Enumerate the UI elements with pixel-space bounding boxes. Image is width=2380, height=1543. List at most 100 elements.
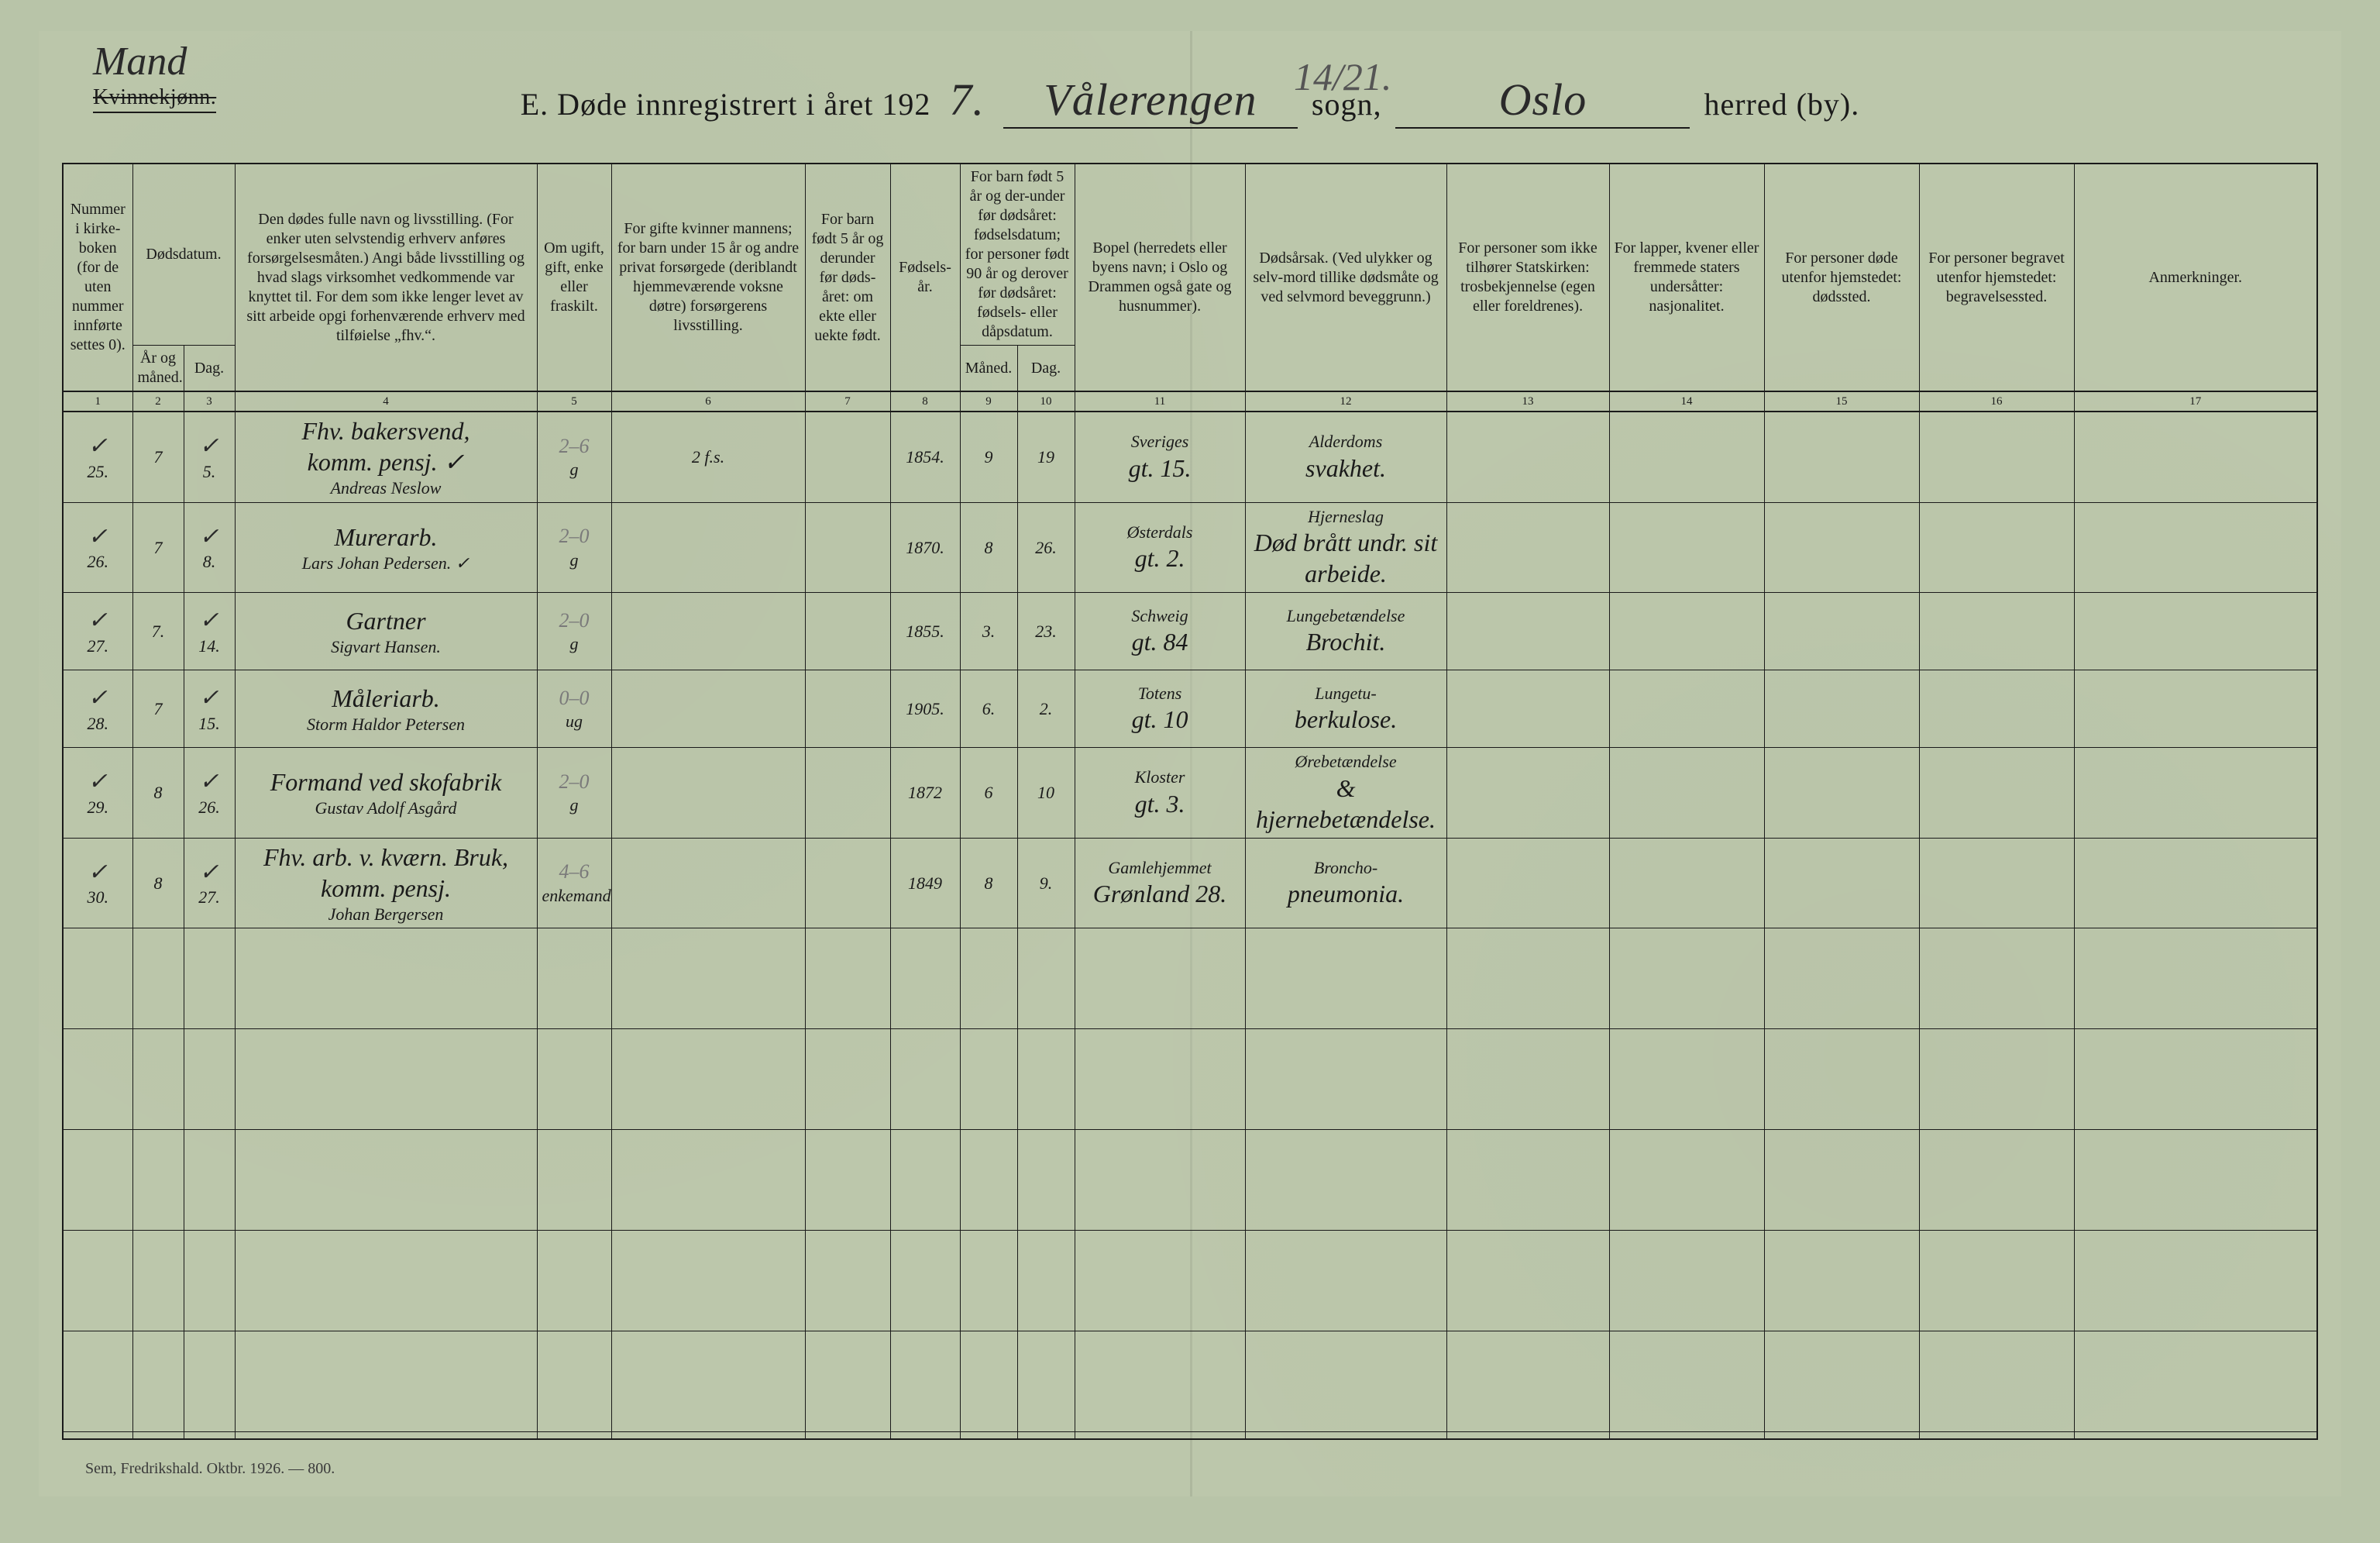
cell-blank bbox=[1446, 1130, 1609, 1231]
cell-blank bbox=[537, 1331, 611, 1432]
header-marital: Om ugift, gift, enke eller fraskilt. bbox=[537, 164, 611, 391]
table-row: ✓25. 7 ✓5. Fhv. bakersvend, komm. pensj.… bbox=[63, 412, 2317, 502]
cell-birthday: 9. bbox=[1017, 838, 1075, 928]
cell-blank bbox=[1446, 928, 1609, 1029]
colnum: 8 bbox=[890, 391, 960, 412]
cell-blank bbox=[235, 1231, 537, 1331]
cell-blank bbox=[1017, 1432, 1075, 1440]
cell-blank bbox=[805, 1231, 890, 1331]
cell-blank bbox=[1764, 1130, 1919, 1231]
cell-number: ✓25. bbox=[63, 412, 132, 502]
cell-burialplace bbox=[1919, 838, 2074, 928]
cell-blank bbox=[537, 1029, 611, 1130]
cell-burialplace bbox=[1919, 502, 2074, 593]
table-row: ✓27. 7. ✓14. Gartner Sigvart Hansen. 2–0… bbox=[63, 593, 2317, 670]
cell-religion bbox=[1446, 748, 1609, 839]
cell-blank bbox=[890, 1231, 960, 1331]
cell-blank bbox=[184, 1029, 235, 1130]
cell-blank bbox=[1017, 1029, 1075, 1130]
cell-deathplace bbox=[1764, 838, 1919, 928]
cell-blank bbox=[960, 1231, 1017, 1331]
table-row-blank bbox=[63, 1331, 2317, 1432]
cell-day: ✓8. bbox=[184, 502, 235, 593]
cell-birthyear: 1855. bbox=[890, 593, 960, 670]
header-provider: For gifte kvinner mannens; for barn unde… bbox=[611, 164, 805, 391]
cell-blank bbox=[1075, 1029, 1245, 1130]
cell-blank bbox=[63, 1029, 132, 1130]
cell-blank bbox=[1919, 928, 2074, 1029]
cell-blank bbox=[1245, 1432, 1446, 1440]
cell-blank bbox=[2074, 928, 2317, 1029]
cell-blank bbox=[611, 1130, 805, 1231]
parish-name: Vålerengen bbox=[1003, 74, 1298, 129]
cell-cause: Broncho-pneumonia. bbox=[1245, 838, 1446, 928]
colnum: 1 bbox=[63, 391, 132, 412]
colnum: 4 bbox=[235, 391, 537, 412]
cell-provider bbox=[611, 502, 805, 593]
cell-blank bbox=[1764, 928, 1919, 1029]
cell-residence: GamlehjemmetGrønland 28. bbox=[1075, 838, 1245, 928]
cell-provider bbox=[611, 670, 805, 748]
cell-birthmonth: 3. bbox=[960, 593, 1017, 670]
cell-birthmonth: 9 bbox=[960, 412, 1017, 502]
cell-blank bbox=[1075, 1432, 1245, 1440]
header-residence: Bopel (herredets eller byens navn; i Osl… bbox=[1075, 164, 1245, 391]
cell-blank bbox=[1609, 1432, 1764, 1440]
cell-blank bbox=[1245, 1130, 1446, 1231]
cell-blank bbox=[63, 1231, 132, 1331]
cell-deathplace bbox=[1764, 502, 1919, 593]
cell-blank bbox=[2074, 1432, 2317, 1440]
cell-blank bbox=[805, 1130, 890, 1231]
cell-blank bbox=[184, 1130, 235, 1231]
cell-remarks bbox=[2074, 838, 2317, 928]
cell-blank bbox=[1245, 928, 1446, 1029]
cell-burialplace bbox=[1919, 412, 2074, 502]
cell-marital: 2–0 g bbox=[537, 748, 611, 839]
cell-month: 7 bbox=[132, 412, 184, 502]
cell-blank bbox=[1764, 1331, 1919, 1432]
cell-birthday: 19 bbox=[1017, 412, 1075, 502]
cell-blank bbox=[63, 1432, 132, 1440]
cell-legitimacy bbox=[805, 838, 890, 928]
cell-blank bbox=[235, 1130, 537, 1231]
cell-name: Formand ved skofabrik Gustav Adolf Asgår… bbox=[235, 748, 537, 839]
cell-religion bbox=[1446, 838, 1609, 928]
colnum: 5 bbox=[537, 391, 611, 412]
header-nationality: For lapper, kvener eller fremmede stater… bbox=[1609, 164, 1764, 391]
cell-blank bbox=[132, 1331, 184, 1432]
cell-religion bbox=[1446, 412, 1609, 502]
cell-blank bbox=[1075, 928, 1245, 1029]
cell-blank bbox=[611, 1331, 805, 1432]
cell-birthyear: 1872 bbox=[890, 748, 960, 839]
cell-burialplace bbox=[1919, 748, 2074, 839]
cell-religion bbox=[1446, 593, 1609, 670]
cell-name: Måleriarb. Storm Haldor Petersen bbox=[235, 670, 537, 748]
cell-birthday: 23. bbox=[1017, 593, 1075, 670]
cell-blank bbox=[1075, 1130, 1245, 1231]
cell-blank bbox=[805, 1331, 890, 1432]
cell-marital: 4–6 enkemand bbox=[537, 838, 611, 928]
cell-religion bbox=[1446, 670, 1609, 748]
cell-cause: Alderdomssvakhet. bbox=[1245, 412, 1446, 502]
table-row-blank bbox=[63, 1231, 2317, 1331]
cell-remarks bbox=[2074, 670, 2317, 748]
cell-religion bbox=[1446, 502, 1609, 593]
cell-birthday: 10 bbox=[1017, 748, 1075, 839]
cell-blank bbox=[184, 1231, 235, 1331]
cell-month: 8 bbox=[132, 838, 184, 928]
cell-blank bbox=[1017, 1231, 1075, 1331]
cell-blank bbox=[537, 1130, 611, 1231]
cell-blank bbox=[2074, 1029, 2317, 1130]
header-birth-month: Måned. bbox=[960, 346, 1017, 392]
cell-marital: 2–0 g bbox=[537, 502, 611, 593]
cell-nationality bbox=[1609, 670, 1764, 748]
cell-marital: 2–6 g bbox=[537, 412, 611, 502]
cell-provider: 2 f.s. bbox=[611, 412, 805, 502]
cell-blank bbox=[805, 928, 890, 1029]
cell-blank bbox=[1919, 1231, 2074, 1331]
cell-blank bbox=[1919, 1029, 2074, 1130]
cell-blank bbox=[890, 1029, 960, 1130]
cell-day: ✓27. bbox=[184, 838, 235, 928]
cell-birthmonth: 8 bbox=[960, 502, 1017, 593]
cell-residence: Klostergt. 3. bbox=[1075, 748, 1245, 839]
